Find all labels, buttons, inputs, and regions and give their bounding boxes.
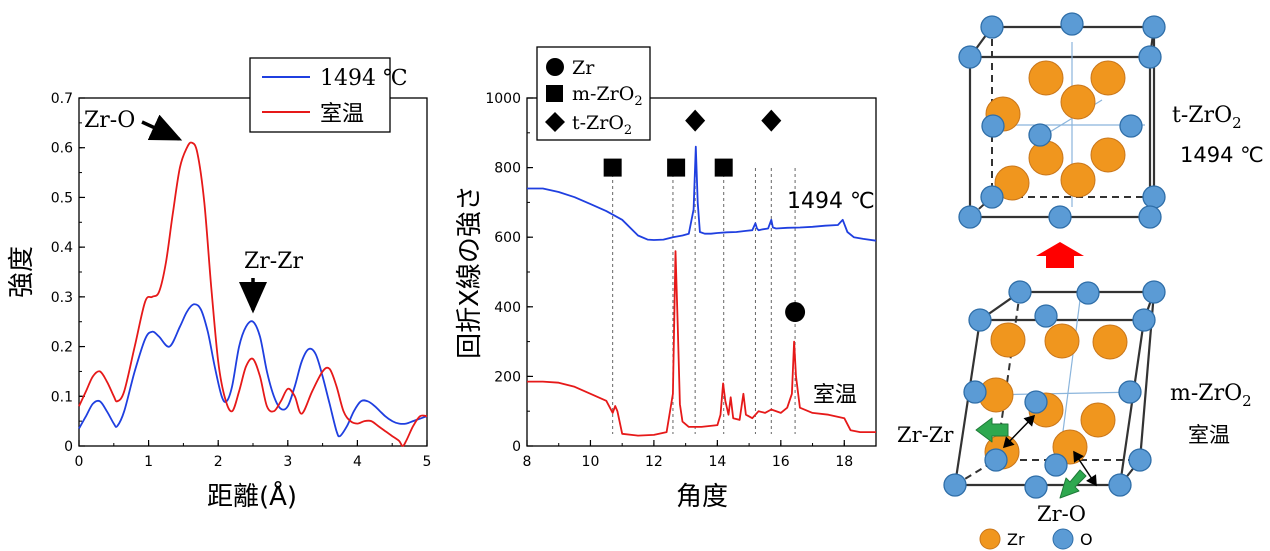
m-zro2-bond-arrows — [1002, 414, 1097, 487]
marker-square-icon — [667, 158, 686, 177]
x-tick-label: 18 — [835, 454, 853, 470]
legend-square-icon — [546, 85, 563, 102]
marker-square-icon — [603, 158, 622, 177]
legend-label-room: 室温 — [320, 102, 364, 127]
legend-label-tzro2-main: t-ZrO — [572, 112, 624, 134]
zr-o-green-arrow-icon — [1059, 469, 1087, 499]
x-tick-label: 8 — [523, 454, 532, 470]
atom-legend-zr: Zr — [1007, 530, 1025, 549]
marker-diamond-icon — [685, 109, 706, 132]
y-tick-label: 200 — [494, 369, 521, 385]
y-tick-label: 0.6 — [51, 141, 73, 157]
x-tick-label: 14 — [708, 454, 726, 470]
x-tick-label: 1 — [144, 454, 153, 470]
chart-left-legend: 1494 ℃ 室温 — [249, 57, 408, 133]
m-zro2-unit-cell — [943, 280, 1166, 499]
chart-middle-ylabel: 回折X線の強さ — [455, 185, 485, 359]
chart-middle-axes — [526, 97, 877, 447]
atom-legend: Zr O — [979, 528, 1093, 550]
y-tick-label: 0.3 — [51, 290, 73, 306]
series-line-room — [527, 250, 876, 437]
chart-middle-peak-markers — [603, 109, 806, 323]
zr-atom-icon — [979, 528, 1001, 550]
series-label-room: 室温 — [813, 383, 857, 408]
bond-label-zr-zr: Zr-Zr — [897, 423, 954, 447]
chart-middle-legend: Zr m-ZrO2 t-ZrO2 — [536, 46, 651, 141]
y-tick-label: 0.2 — [51, 340, 73, 356]
marker-square-icon — [714, 158, 733, 177]
legend-circle-icon — [546, 58, 564, 76]
series-line-hot — [527, 145, 877, 242]
o-atom-icon — [1052, 528, 1074, 550]
x-tick-label: 0 — [75, 454, 84, 470]
legend-label-mzro2: m-ZrO2 — [572, 83, 643, 109]
chart-left-legend-box — [249, 57, 391, 133]
t-zro2-label-sub: 2 — [1232, 114, 1242, 132]
x-tick-label: 2 — [214, 454, 223, 470]
y-tick-label: 800 — [494, 161, 521, 177]
y-tick-label: 0.5 — [51, 190, 73, 206]
bond-label-zr-o: Zr-O — [1037, 502, 1086, 526]
legend-label-zr: Zr — [572, 57, 595, 79]
chart-middle-series-group — [527, 145, 877, 437]
m-zro2-o-atoms — [943, 280, 1166, 499]
chart-middle-reference-lines — [612, 168, 796, 434]
y-tick-label: 0 — [512, 439, 521, 455]
zr-zr-green-arrow-icon — [975, 417, 1009, 443]
m-zro2-temperature: 室温 — [1188, 423, 1230, 447]
x-tick-label: 16 — [772, 454, 790, 470]
chart-left-ylabel: 強度 — [7, 246, 37, 298]
annotation-zr-o: Zr-O — [84, 108, 135, 133]
m-zro2-label-sub: 2 — [1242, 392, 1252, 410]
legend-label-hot: 1494 ℃ — [320, 66, 408, 91]
chart-left-series-group — [78, 141, 428, 447]
legend-label-tzro2-sub: 2 — [624, 123, 632, 138]
chart-left-xlabel: 距離(Å) — [207, 480, 297, 512]
y-tick-label: 0.7 — [51, 91, 73, 107]
t-zro2-o-atoms — [958, 12, 1166, 229]
crystal-structures: t-ZrO2 1494 ℃ — [897, 12, 1264, 550]
t-zro2-temperature: 1494 ℃ — [1180, 143, 1264, 167]
series-label-hot: 1494 ℃ — [787, 189, 875, 214]
chart-middle-tick-labels: 8 10 12 14 16 18 0 200 400 600 800 1000 — [485, 91, 853, 470]
y-tick-label: 0 — [64, 439, 73, 455]
x-tick-label: 5 — [423, 454, 432, 470]
legend-label-mzro2-main: m-ZrO — [572, 83, 634, 105]
marker-circle-icon — [785, 302, 806, 323]
t-zro2-label: t-ZrO2 — [1172, 103, 1242, 132]
series-line-room — [78, 141, 428, 447]
x-tick-label: 12 — [645, 454, 663, 470]
series-line-hot — [78, 303, 428, 438]
legend-label-tzro2: t-ZrO2 — [572, 112, 632, 138]
t-zro2-unit-cell — [958, 12, 1166, 229]
legend-label-mzro2-sub: 2 — [634, 94, 642, 109]
annotation-zr-o-arrow — [141, 114, 183, 141]
x-tick-label: 3 — [283, 454, 292, 470]
y-tick-label: 0.4 — [51, 240, 73, 256]
y-tick-label: 0.1 — [51, 389, 73, 405]
legend-diamond-icon — [545, 112, 565, 132]
m-zro2-label: m-ZrO2 — [1170, 381, 1252, 410]
y-tick-label: 400 — [494, 300, 521, 316]
y-tick-label: 1000 — [485, 91, 521, 107]
marker-diamond-icon — [761, 109, 782, 132]
atom-legend-o: O — [1080, 530, 1093, 549]
chart-left-tick-labels: 0 1 2 3 4 5 0 0.1 0.2 0.3 0.4 0.5 0.6 0.7 — [51, 91, 432, 470]
chart-middle-xlabel: 角度 — [676, 482, 728, 512]
t-zro2-zr-atoms — [985, 60, 1126, 201]
transition-arrow-icon — [1036, 242, 1084, 268]
t-zro2-label-main: t-ZrO — [1172, 103, 1232, 128]
m-zro2-zr-atoms — [978, 322, 1128, 470]
x-tick-label: 10 — [582, 454, 600, 470]
m-zro2-label-main: m-ZrO — [1170, 381, 1242, 406]
y-tick-label: 600 — [494, 230, 521, 246]
x-tick-label: 4 — [353, 454, 362, 470]
chart-left: 0 1 2 3 4 5 0 0.1 0.2 0.3 0.4 0.5 0.6 0.7 距離(Å) 強度 14… — [7, 57, 432, 512]
annotation-zr-zr: Zr-Zr — [244, 249, 304, 274]
